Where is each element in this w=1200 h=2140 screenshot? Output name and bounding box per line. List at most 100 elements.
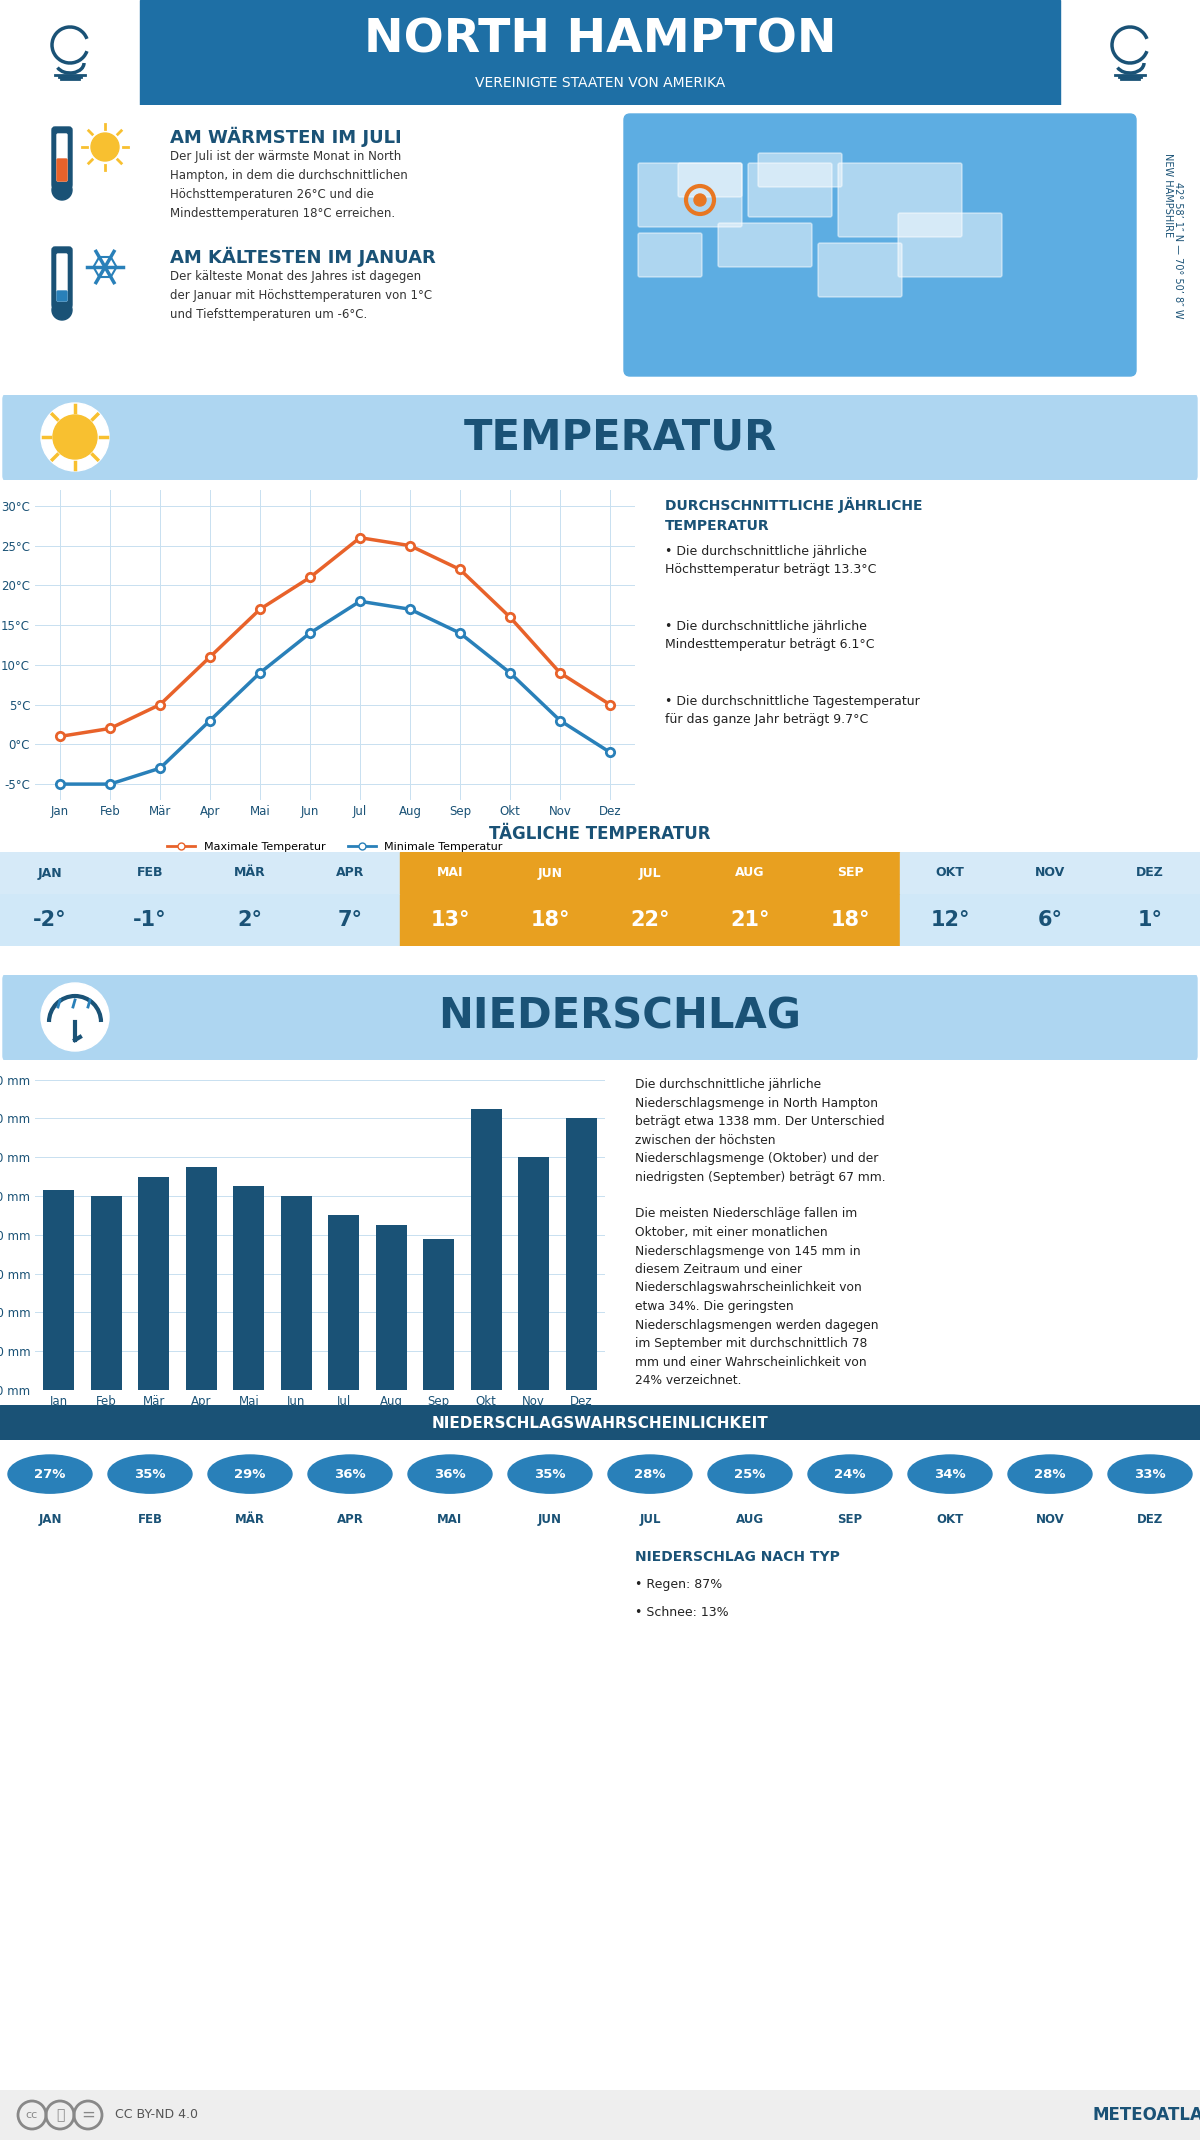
Text: 36%: 36%	[334, 1468, 366, 1481]
Bar	[1100, 895, 1200, 946]
Text: FEB: FEB	[138, 1513, 162, 1526]
Text: MÄR: MÄR	[235, 1513, 265, 1526]
Circle shape	[1108, 1455, 1192, 1494]
Text: NIEDERSCHLAG NACH TYP: NIEDERSCHLAG NACH TYP	[635, 1549, 840, 1564]
Circle shape	[308, 1455, 392, 1494]
FancyBboxPatch shape	[58, 291, 67, 302]
Text: NEW HAMPSHIRE: NEW HAMPSHIRE	[1163, 152, 1174, 238]
Bar	[1100, 852, 1200, 895]
Text: 36%: 36%	[434, 1468, 466, 1481]
Text: AUG: AUG	[736, 867, 764, 880]
Text: OKT: OKT	[936, 867, 965, 880]
Text: 42° 58’ 1″ N — 70° 50’ 8″ W: 42° 58’ 1″ N — 70° 50’ 8″ W	[1174, 182, 1183, 319]
FancyBboxPatch shape	[2, 974, 1198, 1061]
Circle shape	[808, 1455, 892, 1494]
FancyBboxPatch shape	[2, 394, 1198, 482]
Bar	[186, 1166, 217, 1391]
Text: AM KÄLTESTEN IM JANUAR: AM KÄLTESTEN IM JANUAR	[170, 246, 436, 268]
Text: 28%: 28%	[635, 1468, 666, 1481]
Legend: Maximale Temperatur, Minimale Temperatur: Maximale Temperatur, Minimale Temperatur	[163, 837, 508, 856]
Text: -1°: -1°	[133, 910, 167, 931]
Text: JUN: JUN	[538, 867, 563, 880]
Bar	[518, 1158, 550, 1391]
Text: OKT: OKT	[936, 1513, 964, 1526]
Text: 27%: 27%	[35, 1468, 66, 1481]
Bar	[500, 895, 600, 946]
Text: DEZ: DEZ	[1136, 1513, 1163, 1526]
Bar	[100, 852, 200, 895]
Text: TÄGLICHE TEMPERATUR: TÄGLICHE TEMPERATUR	[490, 826, 710, 843]
Bar	[0, 895, 100, 946]
Text: 13°: 13°	[431, 910, 469, 931]
Bar	[300, 852, 400, 895]
Circle shape	[52, 180, 72, 199]
Text: 21°: 21°	[731, 910, 769, 931]
Text: 25%: 25%	[734, 1468, 766, 1481]
Text: 35%: 35%	[134, 1468, 166, 1481]
Text: • Regen: 87%: • Regen: 87%	[635, 1577, 722, 1590]
Bar	[566, 1119, 596, 1391]
FancyBboxPatch shape	[748, 163, 832, 216]
Bar	[1000, 852, 1100, 895]
Text: MÄR: MÄR	[234, 867, 266, 880]
Text: 1°: 1°	[1138, 910, 1163, 931]
FancyBboxPatch shape	[718, 223, 812, 268]
FancyBboxPatch shape	[818, 244, 902, 297]
Text: METEOATLAS.DE: METEOATLAS.DE	[1093, 2106, 1200, 2125]
FancyBboxPatch shape	[638, 163, 742, 227]
Text: DEZ: DEZ	[1136, 867, 1164, 880]
Bar	[0, 852, 100, 895]
Circle shape	[708, 1455, 792, 1494]
Text: ⓘ: ⓘ	[56, 2108, 64, 2123]
Text: NOV: NOV	[1034, 867, 1066, 880]
Bar	[200, 852, 300, 895]
Bar	[400, 852, 500, 895]
Bar	[900, 895, 1000, 946]
Bar	[700, 852, 800, 895]
Circle shape	[1008, 1455, 1092, 1494]
Bar	[600, 852, 700, 895]
Text: APR: APR	[336, 867, 364, 880]
Bar	[91, 1196, 121, 1391]
Bar	[800, 852, 900, 895]
Bar	[400, 895, 500, 946]
FancyBboxPatch shape	[52, 126, 72, 188]
FancyBboxPatch shape	[58, 135, 67, 182]
FancyBboxPatch shape	[678, 163, 742, 197]
Bar	[100, 895, 200, 946]
Text: • Die durchschnittliche jährliche
Höchsttemperatur beträgt 13.3°C: • Die durchschnittliche jährliche Höchst…	[665, 546, 876, 576]
Text: JUL: JUL	[640, 1513, 661, 1526]
Bar	[700, 895, 800, 946]
Bar	[281, 1196, 312, 1391]
FancyBboxPatch shape	[52, 246, 72, 308]
FancyBboxPatch shape	[58, 255, 67, 302]
Text: 33%: 33%	[1134, 1468, 1166, 1481]
Circle shape	[408, 1455, 492, 1494]
FancyBboxPatch shape	[898, 214, 1002, 276]
Bar	[600, 895, 700, 946]
Circle shape	[91, 133, 119, 160]
Text: Die durchschnittliche jährliche
Niederschlagsmenge in North Hampton
beträgt etwa: Die durchschnittliche jährliche Niedersc…	[635, 1079, 886, 1387]
Text: TEMPERATUR: TEMPERATUR	[463, 415, 776, 458]
Text: -2°: -2°	[34, 910, 67, 931]
Bar	[500, 852, 600, 895]
Text: Der kälteste Monat des Jahres ist dagegen
der Januar mit Höchsttemperaturen von : Der kälteste Monat des Jahres ist dagege…	[170, 270, 432, 321]
Circle shape	[508, 1455, 592, 1494]
Circle shape	[694, 195, 706, 205]
Legend: Niederschlagssumme: Niederschlagssumme	[238, 1412, 402, 1436]
Circle shape	[208, 1455, 292, 1494]
FancyBboxPatch shape	[838, 163, 962, 238]
Text: SEP: SEP	[838, 1513, 863, 1526]
Text: 35%: 35%	[534, 1468, 565, 1481]
Circle shape	[52, 300, 72, 321]
Bar	[800, 895, 900, 946]
FancyBboxPatch shape	[638, 233, 702, 276]
Text: 18°: 18°	[830, 910, 870, 931]
Text: AUG: AUG	[736, 1513, 764, 1526]
Circle shape	[608, 1455, 692, 1494]
Circle shape	[908, 1455, 992, 1494]
Bar	[138, 1177, 169, 1391]
Text: 18°: 18°	[530, 910, 570, 931]
Text: NOV: NOV	[1036, 1513, 1064, 1526]
Text: AM WÄRMSTEN IM JULI: AM WÄRMSTEN IM JULI	[170, 126, 402, 148]
